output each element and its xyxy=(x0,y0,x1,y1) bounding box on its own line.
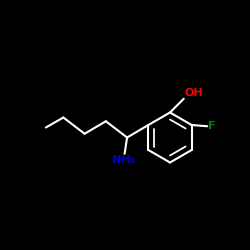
Text: F: F xyxy=(208,121,216,131)
Text: OH: OH xyxy=(185,88,204,98)
Text: NH₂: NH₂ xyxy=(112,155,135,165)
